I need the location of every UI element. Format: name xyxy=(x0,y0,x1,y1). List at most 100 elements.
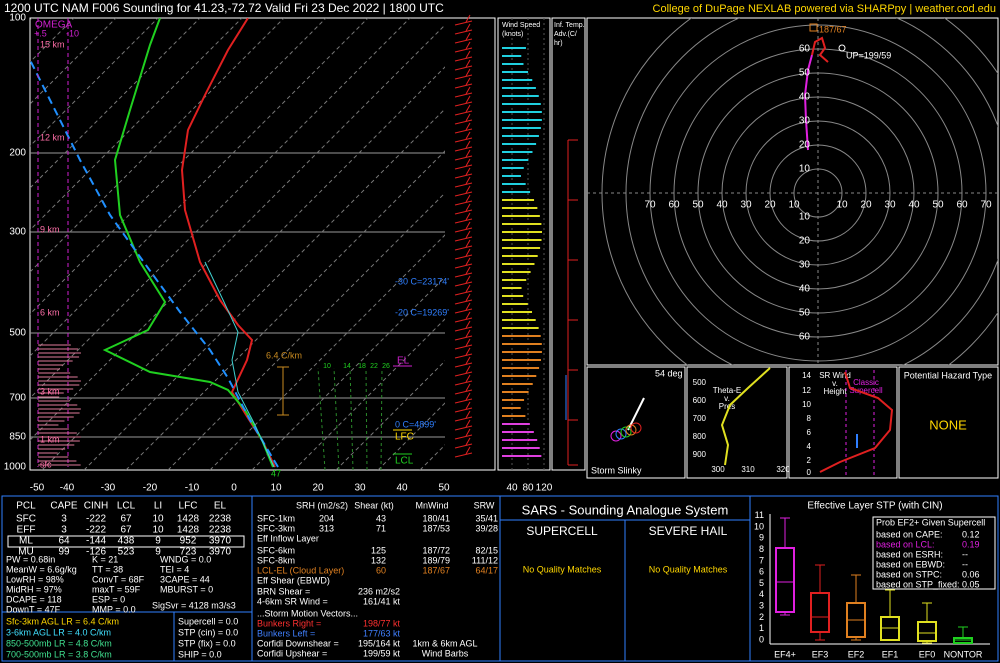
label: 0.05 xyxy=(962,579,980,589)
panel-frame xyxy=(686,366,788,479)
slinky-ring xyxy=(610,430,622,442)
label: Corfidi Upshear = xyxy=(257,648,327,658)
label: MnWind xyxy=(415,500,448,510)
hodo-x-label: 60 xyxy=(668,200,680,211)
label: 2 xyxy=(759,612,764,622)
temperature-label: 10 xyxy=(270,483,282,494)
row-highlight xyxy=(7,535,245,548)
label: 4-6km SR Wind = xyxy=(257,596,328,606)
wind-speed-tick: 120 xyxy=(536,483,553,494)
height-label: 1 km xyxy=(40,434,60,444)
label: BRN Shear = xyxy=(257,586,310,596)
label: 3-6km AGL LR = 4.0 C/km xyxy=(6,627,111,637)
label: based on CAPE: xyxy=(876,529,943,539)
wind-barb xyxy=(465,374,471,383)
wind-barb xyxy=(465,41,471,50)
label: 300 xyxy=(711,465,725,474)
hodo-y-label: 60 xyxy=(799,332,811,343)
pressure-label: 850 xyxy=(9,432,26,443)
wind-barb xyxy=(465,86,471,95)
label: 177/63 kt xyxy=(363,628,401,638)
hodo-x-label: 70 xyxy=(644,200,656,211)
temperature-label: -40 xyxy=(60,483,75,494)
wind-barb xyxy=(454,38,473,44)
label: 67 xyxy=(120,514,132,525)
label: MidRH = 97% xyxy=(6,584,62,594)
label: SEVERE HAIL xyxy=(649,524,728,538)
label: Prob EF2+ Given Supercell xyxy=(876,517,985,527)
label: 195/164 kt xyxy=(358,638,401,648)
wind-barb xyxy=(454,119,473,125)
wind-barb xyxy=(465,230,471,239)
label: ...Storm Motion Vectors... xyxy=(257,608,358,618)
label: 99 xyxy=(58,547,70,558)
label: Wind Speed xyxy=(502,22,540,29)
wind-barb xyxy=(465,248,471,257)
label: hr) xyxy=(554,40,563,47)
wind-barb xyxy=(454,209,473,215)
wind-barb xyxy=(454,101,473,107)
isotherm xyxy=(209,234,445,470)
label: PCL xyxy=(16,501,36,512)
wind-barb xyxy=(465,392,471,401)
mixing-ratio-label: 14 xyxy=(343,363,351,370)
panel-frame xyxy=(586,17,999,366)
label: MU xyxy=(18,547,34,558)
label: SFC-3km xyxy=(257,523,295,533)
wind-barb xyxy=(465,68,471,77)
temperature-label: 20 xyxy=(312,483,324,494)
label: 204 xyxy=(319,513,334,523)
hodo-y-label: 60 xyxy=(799,44,811,55)
wind-barb xyxy=(465,293,471,302)
label: Bunkers Right = xyxy=(257,618,321,628)
label: 5 xyxy=(759,578,764,588)
label: LCL xyxy=(117,501,136,512)
label: 2 xyxy=(807,456,812,465)
header-title: 1200 UTC NAM F006 Sounding for 41.23,-72… xyxy=(4,1,444,15)
label: SFC xyxy=(16,514,36,525)
upshear-marker xyxy=(838,44,846,52)
label: 600 xyxy=(693,396,707,405)
label: DCAPE = 118 xyxy=(6,594,62,604)
label: 125 xyxy=(371,545,386,555)
wind-barb xyxy=(465,446,471,455)
wind-barb xyxy=(465,401,471,410)
label: LowRH = 98% xyxy=(6,574,64,584)
wind-barb xyxy=(465,59,471,68)
height-label: 3 km xyxy=(40,386,60,396)
hodo-x-label: 20 xyxy=(764,200,776,211)
wind-barb xyxy=(454,173,473,179)
label: 189/79 xyxy=(422,555,450,565)
isotherm-height: 0 C=4899' xyxy=(395,419,436,429)
wind-barb xyxy=(465,437,471,446)
hodo-x-label: 60 xyxy=(956,200,968,211)
surface-temp: 47 xyxy=(271,468,281,478)
label: 700-500mb LR = 3.8 C/km xyxy=(6,649,112,659)
hodo-x-label: 20 xyxy=(860,200,872,211)
label: Corfidi Downshear = xyxy=(257,638,339,648)
label: NONE xyxy=(929,417,967,432)
wind-barb xyxy=(465,176,471,185)
wind-barb xyxy=(454,47,473,53)
el-label: EL xyxy=(397,356,410,367)
temperature-label: -30 xyxy=(101,483,116,494)
isotherm xyxy=(30,18,159,147)
hodo-y-label: 30 xyxy=(799,260,811,271)
label: ConvT = 68F xyxy=(92,574,145,584)
label: 4 xyxy=(759,589,764,599)
hodo-trace xyxy=(811,36,829,63)
isotherm xyxy=(30,18,369,357)
label: 1km & 6km AGL xyxy=(412,638,477,648)
hodo-x-label: 40 xyxy=(716,200,728,211)
isotherm-height: -30 C=23174' xyxy=(395,276,449,286)
label: SFC-8km xyxy=(257,555,295,565)
isotherm xyxy=(30,18,117,105)
label: SFC-6km xyxy=(257,545,295,555)
label: Wind Barbs xyxy=(422,648,469,658)
wind-barb xyxy=(465,347,471,356)
wind-barb xyxy=(454,362,473,368)
label: 161/41 kt xyxy=(363,596,401,606)
height-label: 12 km xyxy=(40,132,65,142)
lfc-label: LFC xyxy=(395,432,414,443)
wind-barb xyxy=(454,137,473,143)
